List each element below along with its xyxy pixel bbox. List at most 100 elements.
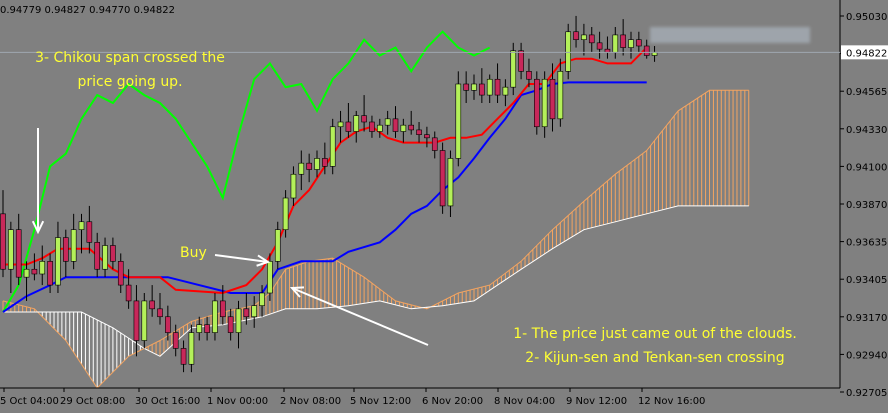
candle [541, 71, 548, 138]
bear-candle-body [526, 71, 532, 80]
bear-candle-body [322, 158, 328, 167]
candle [431, 131, 438, 159]
candlesticks [0, 15, 658, 373]
candle [8, 221, 14, 293]
bull-candle-body [628, 39, 634, 48]
y-tick-label: 0.93635 [846, 238, 887, 249]
bear-candle-body [620, 34, 626, 48]
candle [479, 68, 485, 103]
cloud-exit-arrow-head [289, 286, 305, 298]
candle [400, 118, 407, 143]
bear-candle-body [416, 129, 422, 135]
buy-arrow [214, 254, 271, 267]
y-tick-label: 0.94565 [846, 87, 887, 98]
bull-candle-body [486, 78, 493, 96]
candle [471, 74, 477, 100]
candle [196, 316, 203, 341]
candle [172, 324, 179, 357]
bear-candle-body [408, 124, 415, 131]
x-tick-label: 12 Nov 16:00 [638, 396, 705, 407]
candle [157, 293, 163, 325]
candle [220, 285, 226, 325]
bull-candle-body [55, 237, 61, 286]
candle [314, 150, 320, 178]
bear-candle-body [204, 324, 210, 333]
candle [212, 293, 218, 341]
bull-candle-body [384, 118, 391, 126]
bear-candle-body [596, 42, 603, 50]
candle [510, 42, 517, 96]
candle [353, 110, 360, 143]
y-tick-label: 0.93170 [846, 313, 887, 324]
candle [23, 261, 30, 301]
candle [502, 79, 509, 107]
senkou-span-a-line [2, 89, 749, 389]
bull-candle-body [612, 34, 619, 53]
bear-candle-body [636, 39, 642, 47]
bull-candle-body [70, 229, 77, 262]
bear-candle-body [94, 242, 100, 270]
bear-candle-body [157, 308, 163, 318]
candle [345, 103, 352, 138]
candle [78, 213, 85, 254]
bear-candle-body [361, 115, 367, 123]
bear-candle-body [180, 348, 187, 365]
candle [447, 150, 454, 217]
x-tick-label: 2 Nov 08:00 [280, 396, 341, 407]
candle [15, 213, 22, 286]
candle [636, 31, 642, 53]
candle [267, 253, 273, 301]
bear-candle-body [643, 45, 650, 56]
candle [596, 31, 603, 59]
bull-candle-body [541, 78, 548, 128]
candle [337, 110, 344, 143]
bull-candle-body [455, 83, 462, 159]
bull-candle-body [8, 229, 14, 270]
candle [612, 27, 619, 59]
bear-candle-body [392, 118, 399, 132]
bull-candle-body [251, 305, 257, 318]
candle [94, 232, 100, 278]
candle [416, 122, 422, 143]
bull-candle-body [329, 126, 336, 167]
bull-candle-body [212, 300, 218, 333]
bull-candle-body [23, 268, 30, 278]
candle [620, 19, 626, 56]
x-tick-label: 29 Oct 08:00 [60, 396, 125, 407]
candle [306, 153, 312, 183]
y-tick-label: 0.92705 [846, 388, 887, 399]
candle [125, 269, 132, 309]
bull-candle-body [447, 158, 454, 207]
candle [290, 166, 297, 206]
down-arrow-head [31, 220, 45, 235]
candle [227, 308, 234, 341]
y-tick-label: 0.94330 [846, 125, 887, 136]
bear-candle-body [117, 261, 124, 286]
candle [392, 106, 399, 138]
candle [149, 285, 155, 317]
candle [455, 71, 462, 167]
bull-candle-body [471, 83, 477, 91]
candle [86, 205, 93, 254]
candle [486, 74, 493, 103]
bull-candle-body [259, 292, 265, 306]
candle [384, 110, 391, 135]
candle [369, 115, 375, 138]
clouds-annotation: 1- The price just came out of the clouds… [460, 322, 850, 370]
x-tick-label: 8 Nov 04:00 [494, 396, 555, 407]
bull-candle-body [510, 50, 517, 88]
chikou-annotation: 3- Chikou span crossed the price going u… [20, 46, 240, 94]
candle [165, 305, 171, 341]
chikou-annotation-line1: 3- Chikou span crossed the [35, 50, 225, 66]
bear-candle-body [31, 268, 38, 275]
candle [141, 293, 148, 349]
blurred-watermark [650, 27, 810, 43]
candle [494, 63, 501, 103]
candle [439, 142, 446, 214]
candle [251, 296, 257, 328]
bear-candle-body [149, 300, 155, 310]
x-tick-label: 9 Nov 12:00 [566, 396, 627, 407]
candle [361, 95, 367, 132]
candle [110, 237, 116, 270]
